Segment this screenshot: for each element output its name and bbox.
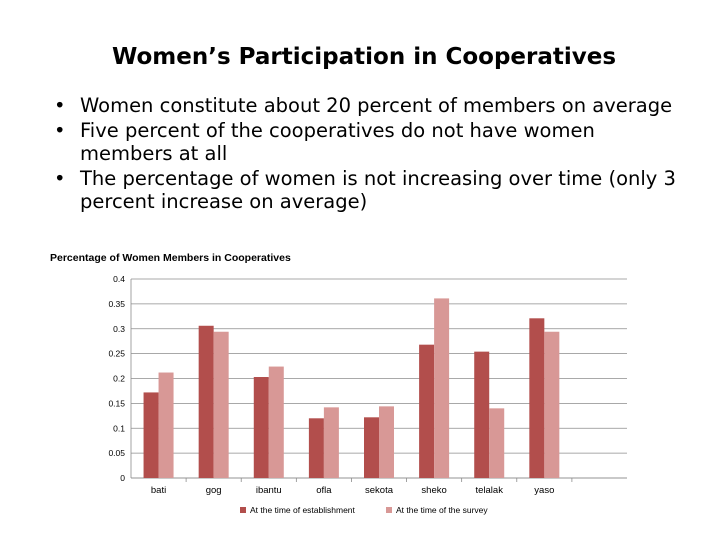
y-tick-label: 0.05 (108, 448, 125, 458)
y-tick-label: 0.35 (108, 299, 125, 309)
chart-title: Percentage of Women Members in Cooperati… (50, 252, 291, 264)
bar-establishment-ofla (308, 418, 324, 478)
x-tick-label: gog (206, 485, 222, 496)
y-tick-label: 0.15 (108, 398, 125, 408)
legend-swatch-survey (386, 507, 392, 513)
legend-swatch-establishment (240, 507, 246, 513)
bullet-item: Women constitute about 20 percent of mem… (52, 94, 692, 117)
bullet-list: Women constitute about 20 percent of mem… (52, 94, 692, 215)
slide-title: Women’s Participation in Cooperatives (111, 44, 617, 70)
bar-survey-bati (158, 372, 174, 478)
bar-survey-gog (213, 331, 229, 478)
x-tick-label: ofla (316, 485, 332, 496)
legend-label: At the time of the survey (396, 505, 488, 515)
bar-survey-yaso (544, 331, 560, 478)
y-tick-label: 0.2 (113, 374, 125, 384)
y-tick-label: 0.1 (113, 423, 125, 433)
y-tick-label: 0.3 (113, 324, 125, 334)
bullet-item: Five percent of the cooperatives do not … (52, 119, 692, 165)
bar-establishment-bati (143, 392, 159, 478)
x-tick-label: yaso (534, 485, 554, 496)
x-tick-label: bati (151, 485, 166, 496)
bar-establishment-ibantu (253, 377, 269, 478)
legend-label: At the time of establishment (250, 505, 356, 515)
bar-survey-telalak (489, 408, 505, 478)
bar-survey-ibantu (268, 366, 284, 478)
y-tick-label: 0.25 (108, 349, 125, 359)
bullet-item: The percentage of women is not increasin… (52, 167, 692, 213)
x-tick-label: telalak (475, 485, 503, 496)
y-tick-label: 0 (120, 473, 125, 483)
x-tick-label: sekota (365, 485, 394, 496)
bar-establishment-gog (198, 325, 214, 478)
x-tick-label: sheko (421, 485, 446, 496)
bar-survey-sheko (434, 298, 450, 478)
bar-establishment-telalak (474, 351, 490, 478)
y-tick-label: 0.4 (113, 274, 125, 284)
bar-establishment-sekota (364, 417, 379, 478)
bar-survey-sekota (379, 406, 394, 478)
x-tick-label: ibantu (256, 485, 282, 496)
bar-establishment-yaso (529, 318, 545, 478)
bar-survey-ofla (323, 407, 339, 478)
bar-establishment-sheko (419, 344, 435, 478)
